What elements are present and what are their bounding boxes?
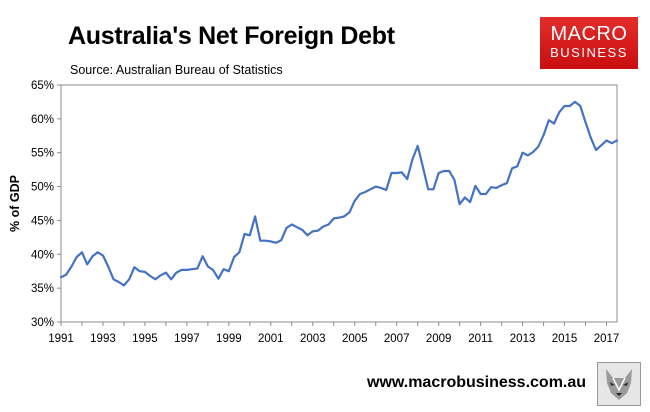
x-tick-label: 2011 — [468, 333, 493, 345]
logo-line-1: MACRO — [550, 23, 628, 45]
y-tick-label: 35% — [31, 283, 54, 295]
logo-line-2: BUSINESS — [550, 45, 628, 60]
y-tick-label: 60% — [31, 114, 54, 126]
x-tick-label: 2001 — [258, 333, 284, 345]
x-tick-label: 2009 — [426, 333, 452, 345]
x-tick-label: 2005 — [342, 333, 368, 345]
chart-subtitle: Source: Australian Bureau of Statistics — [70, 63, 283, 77]
series-line-0 — [59, 100, 619, 287]
macrobusiness-logo[interactable]: MACRO BUSINESS — [540, 17, 638, 69]
x-tick-label: 1999 — [216, 333, 242, 345]
x-tick-label: 1991 — [48, 333, 74, 345]
x-tick-label: 2007 — [384, 333, 410, 345]
y-tick-label: 65% — [31, 80, 54, 92]
y-axis-label: % of GDP — [8, 175, 22, 232]
x-tick-label: 2013 — [510, 333, 536, 345]
wolf-icon-graphic — [598, 363, 640, 405]
website-url[interactable]: www.macrobusiness.com.au — [367, 374, 587, 391]
y-tick-label: 30% — [31, 317, 54, 329]
y-tick-label: 55% — [31, 148, 54, 160]
wolf-icon — [597, 362, 641, 406]
chart-title: Australia's Net Foreign Debt — [68, 22, 395, 50]
y-tick-label: 40% — [31, 249, 54, 261]
x-tick-label: 2003 — [300, 333, 326, 345]
x-tick-label: 1997 — [174, 333, 200, 345]
plot-area-border — [60, 84, 618, 323]
y-tick-label: 45% — [31, 215, 54, 227]
x-tick-label: 2015 — [552, 333, 578, 345]
y-tick-label: 50% — [31, 182, 54, 194]
x-tick-label: 1995 — [132, 333, 158, 345]
x-tick-label: 1993 — [90, 333, 116, 345]
x-tick-label: 2017 — [594, 333, 620, 345]
